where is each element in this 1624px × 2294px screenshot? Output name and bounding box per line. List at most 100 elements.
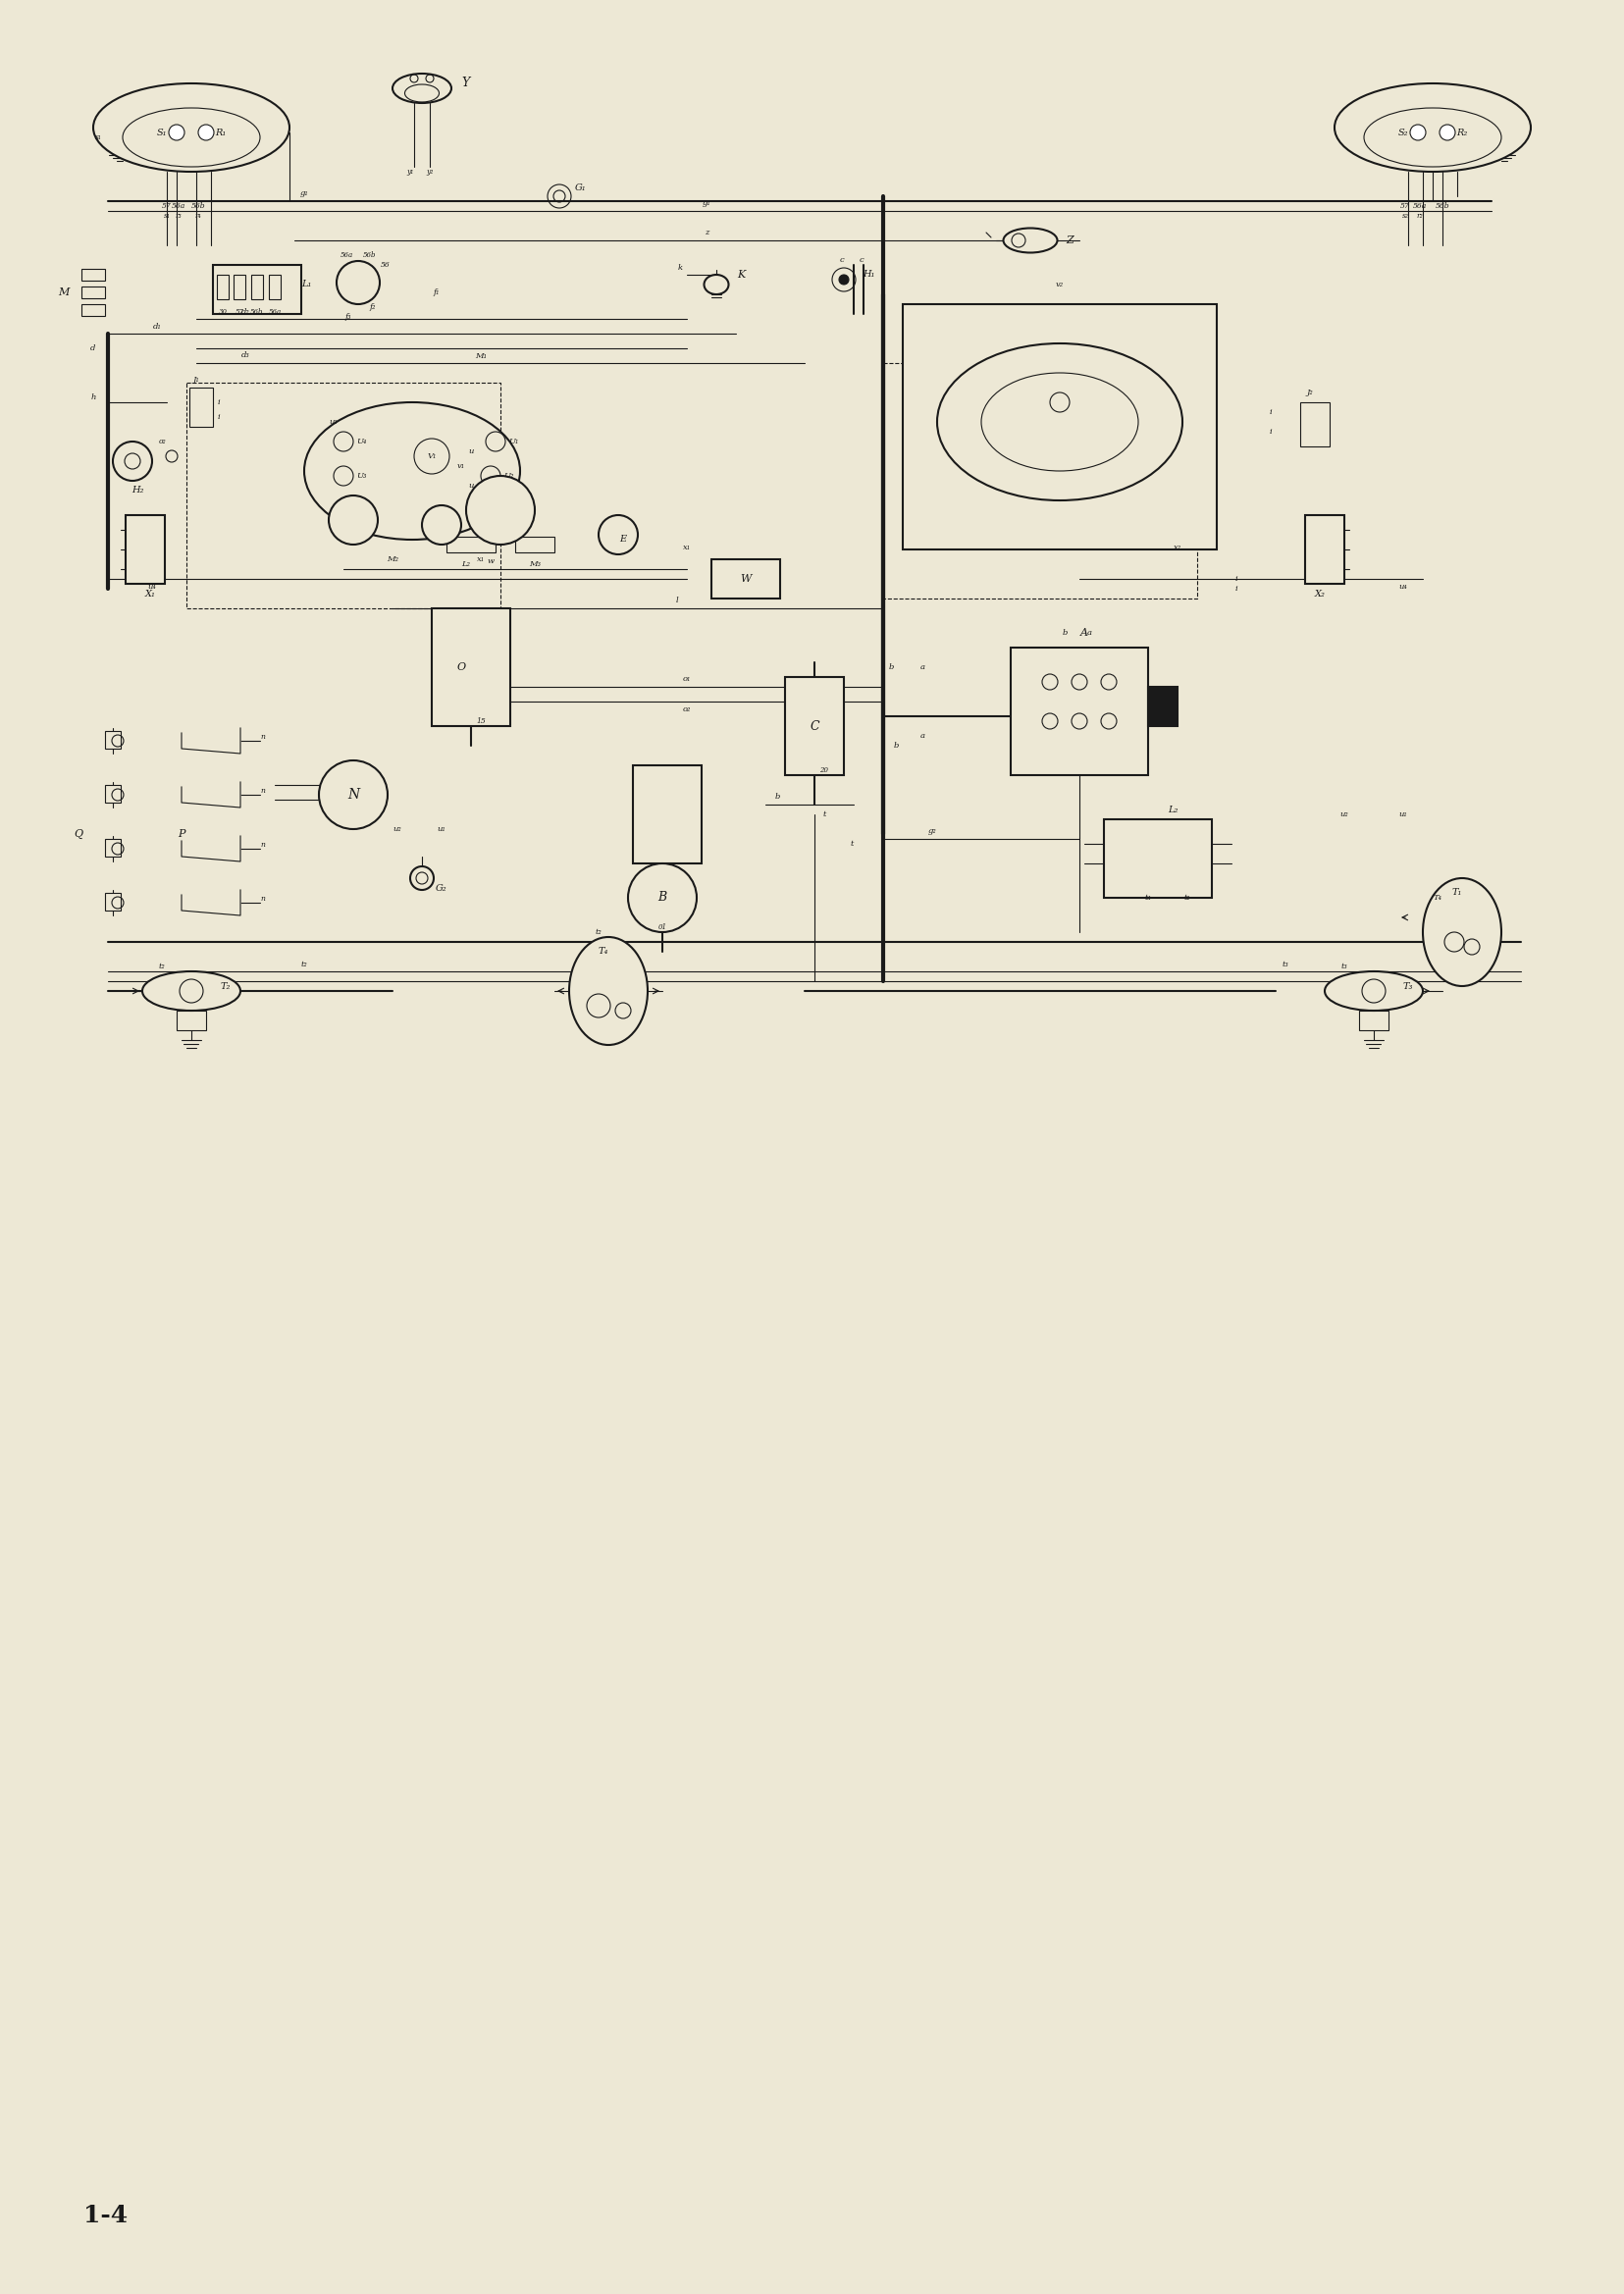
Text: 57: 57 (235, 307, 244, 317)
Text: 56b: 56b (1434, 202, 1449, 211)
Text: u₁: u₁ (437, 826, 445, 833)
Text: U₂: U₂ (503, 473, 513, 479)
Circle shape (1444, 931, 1463, 952)
Text: 56: 56 (515, 507, 525, 514)
Polygon shape (182, 782, 240, 807)
Bar (125, 516, 164, 583)
Bar (106, 892, 120, 911)
Circle shape (180, 980, 203, 1002)
Text: o₁: o₁ (682, 674, 690, 684)
Text: u: u (468, 447, 473, 454)
Text: E: E (619, 535, 627, 544)
Circle shape (1463, 938, 1479, 954)
Text: L₁: L₁ (300, 280, 312, 289)
Text: b: b (888, 663, 893, 672)
Text: t₂: t₂ (300, 961, 307, 968)
Text: c: c (859, 257, 864, 264)
Circle shape (1041, 713, 1057, 729)
Text: J₁: J₁ (193, 376, 200, 383)
Text: d₁: d₁ (153, 323, 161, 330)
Circle shape (198, 124, 214, 140)
Text: x₂: x₂ (1173, 544, 1181, 551)
Text: n: n (260, 787, 265, 794)
Text: T₁: T₁ (1452, 888, 1462, 897)
Text: u₂: u₂ (393, 826, 401, 833)
Ellipse shape (568, 936, 648, 1046)
Text: u₁: u₁ (1398, 810, 1406, 819)
Text: 15: 15 (476, 718, 486, 725)
Text: i: i (1268, 408, 1272, 415)
Bar (216, 275, 229, 298)
Text: A: A (1080, 629, 1088, 638)
Text: u₂: u₂ (1340, 810, 1348, 819)
Ellipse shape (937, 344, 1182, 500)
Text: H₂: H₂ (132, 486, 143, 496)
Text: Q: Q (75, 828, 83, 840)
Text: 01: 01 (658, 922, 666, 931)
Text: n: n (260, 734, 265, 741)
Text: t: t (822, 810, 825, 819)
Bar (784, 677, 843, 775)
Circle shape (627, 863, 697, 931)
Text: u₄: u₄ (1398, 583, 1406, 590)
Bar (903, 305, 1216, 551)
Text: t₃: t₃ (1340, 963, 1346, 970)
Text: Z: Z (1065, 236, 1073, 245)
Bar (268, 275, 281, 298)
Bar (632, 766, 702, 863)
Circle shape (169, 124, 185, 140)
Text: H₁: H₁ (862, 271, 874, 280)
Text: b: b (775, 794, 780, 801)
Text: n: n (260, 842, 265, 849)
Circle shape (1041, 674, 1057, 690)
Text: t: t (849, 840, 853, 849)
Text: r₃: r₃ (175, 211, 182, 220)
Text: 57: 57 (476, 525, 486, 535)
Circle shape (1070, 713, 1086, 729)
Text: b: b (1062, 629, 1067, 638)
Circle shape (318, 759, 388, 828)
Bar (515, 537, 554, 553)
Bar (81, 268, 106, 280)
Text: M: M (58, 287, 70, 298)
Text: T₄: T₄ (598, 947, 609, 957)
Text: D₂: D₂ (494, 500, 507, 509)
Circle shape (598, 516, 638, 555)
Text: M₂: M₂ (387, 555, 398, 564)
Text: D₁: D₁ (432, 521, 442, 530)
Text: o₂: o₂ (682, 707, 690, 713)
Text: t₂: t₂ (159, 963, 166, 970)
Text: a: a (1086, 629, 1091, 638)
Text: y₂: y₂ (425, 167, 434, 177)
Circle shape (586, 993, 611, 1019)
Text: R₂: R₂ (1455, 128, 1466, 138)
Text: t₁: t₁ (1184, 895, 1190, 902)
Text: f₃: f₃ (344, 312, 351, 321)
Text: 30: 30 (442, 537, 450, 544)
Text: v₁: v₁ (456, 461, 464, 470)
Text: J₂: J₂ (1306, 388, 1312, 397)
Bar (432, 608, 510, 727)
Text: k: k (677, 264, 682, 271)
Circle shape (1101, 713, 1116, 729)
Ellipse shape (393, 73, 451, 103)
Bar (177, 1012, 206, 1030)
Circle shape (1070, 674, 1086, 690)
Bar (711, 560, 780, 599)
Text: s₁: s₁ (164, 211, 171, 220)
Bar (1299, 401, 1328, 447)
Text: g₁: g₁ (702, 200, 710, 206)
Bar (106, 785, 120, 803)
Bar (1148, 686, 1177, 727)
Text: a: a (919, 663, 924, 672)
Text: S₁: S₁ (156, 128, 167, 138)
Text: D₃: D₃ (352, 512, 362, 518)
Ellipse shape (304, 401, 520, 539)
Text: V₁: V₁ (427, 452, 437, 461)
Text: g₁: g₁ (300, 190, 309, 197)
Bar (447, 537, 495, 553)
Circle shape (481, 466, 500, 486)
Text: M₁: M₁ (474, 353, 487, 360)
Text: N: N (348, 787, 359, 801)
Text: T₄: T₄ (1432, 895, 1440, 902)
